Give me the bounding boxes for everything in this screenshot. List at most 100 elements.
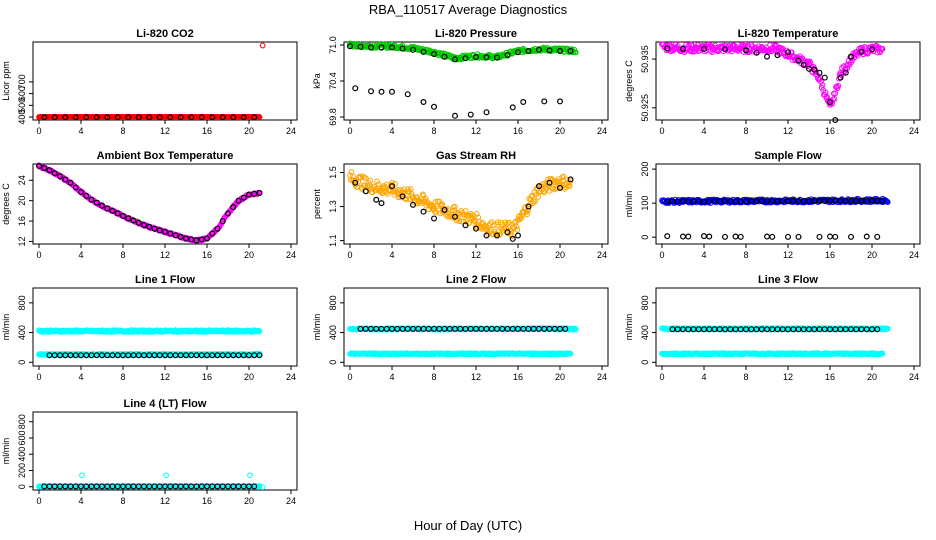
x-tick-label: 24 (909, 250, 919, 260)
data-point (259, 484, 266, 491)
data-point (256, 190, 263, 197)
x-tick-label: 8 (120, 126, 125, 136)
y-axis-label: ml/min (1, 314, 11, 341)
x-tick-label: 16 (202, 496, 212, 506)
data-point (452, 213, 459, 220)
data-point (362, 175, 369, 181)
x-tick-label: 16 (513, 372, 523, 382)
data-point (125, 114, 132, 121)
data-point (247, 472, 253, 479)
chart-title: Li-820 CO2 (136, 28, 193, 40)
data-point (528, 193, 535, 200)
data-point (141, 222, 148, 229)
data-point (352, 179, 359, 186)
data-point (420, 98, 427, 105)
data-point (513, 223, 520, 230)
data-point (784, 233, 791, 240)
data-point (509, 233, 515, 239)
data-point (800, 61, 807, 68)
data-point (428, 202, 435, 208)
data-point (114, 114, 121, 121)
data-point (399, 45, 406, 52)
x-tick-label: 12 (471, 372, 481, 382)
x-tick-label: 0 (36, 496, 41, 506)
series-avg (35, 163, 263, 244)
data-point (524, 211, 530, 218)
data-point (831, 96, 838, 102)
y-tick-label: 50.925 (640, 94, 650, 122)
data-point (874, 233, 881, 240)
data-point (706, 233, 713, 240)
data-point (431, 215, 438, 222)
data-point (664, 233, 671, 240)
data-point (700, 233, 707, 240)
data-point (550, 185, 557, 192)
data-point (732, 233, 739, 240)
data-point (51, 114, 58, 121)
data-point (156, 114, 163, 121)
y-tick-label: 500 (17, 98, 27, 113)
data-point (824, 94, 830, 100)
x-tick-label: 12 (160, 250, 170, 260)
data-point (467, 111, 474, 118)
series-all (659, 41, 886, 108)
data-point (832, 90, 839, 97)
data-point (572, 326, 579, 333)
data-point (51, 170, 58, 177)
y-axis-label: kPa (312, 73, 322, 89)
chart-title: Line 3 Flow (758, 274, 818, 286)
data-point (167, 114, 174, 121)
data-point (685, 233, 692, 240)
y-tick-label: 400 (640, 325, 650, 340)
data-point (491, 222, 497, 228)
data-point (367, 177, 374, 184)
data-point (41, 165, 48, 172)
data-point (451, 207, 458, 214)
x-tick-label: 16 (825, 250, 835, 260)
series-avg (41, 114, 258, 121)
series-avg (357, 325, 569, 332)
x-tick-label: 24 (286, 126, 296, 136)
data-point (438, 202, 445, 209)
data-point (251, 114, 258, 121)
data-point (77, 189, 84, 196)
data-point (410, 201, 417, 208)
data-point (378, 88, 385, 95)
x-tick-label: 8 (120, 372, 125, 382)
data-point (79, 472, 85, 479)
data-point (146, 223, 153, 230)
data-point (362, 188, 369, 195)
data-point (567, 176, 574, 183)
data-point (389, 88, 396, 95)
data-point (483, 54, 490, 61)
data-point (172, 232, 179, 239)
data-point (742, 41, 749, 48)
data-point (114, 210, 121, 217)
data-point (456, 218, 463, 225)
panel-5: Sample Flow ml/min 0 4 8 12 16 20 24 0 100 200 (624, 150, 921, 260)
data-point (62, 114, 69, 121)
x-tick-label: 20 (555, 126, 565, 136)
data-point (473, 211, 480, 217)
y-axis-label: percent (312, 188, 322, 219)
data-point (156, 227, 163, 234)
data-point (41, 114, 48, 121)
data-point (731, 42, 738, 49)
chart-title: Gas Stream RH (436, 150, 516, 162)
x-tick-label: 16 (513, 126, 523, 136)
y-axis-label: degrees C (1, 183, 11, 225)
data-point (163, 472, 169, 479)
data-point (842, 69, 849, 76)
data-point (83, 114, 90, 121)
data-point (884, 199, 891, 205)
data-point (389, 183, 396, 190)
data-point (525, 203, 532, 210)
data-point (763, 233, 770, 240)
data-point (482, 223, 488, 229)
x-tick-label: 8 (743, 250, 748, 260)
data-point (572, 49, 579, 56)
x-tick-label: 16 (825, 126, 835, 136)
data-point (462, 222, 469, 229)
data-point (541, 98, 548, 105)
data-point (441, 53, 448, 60)
